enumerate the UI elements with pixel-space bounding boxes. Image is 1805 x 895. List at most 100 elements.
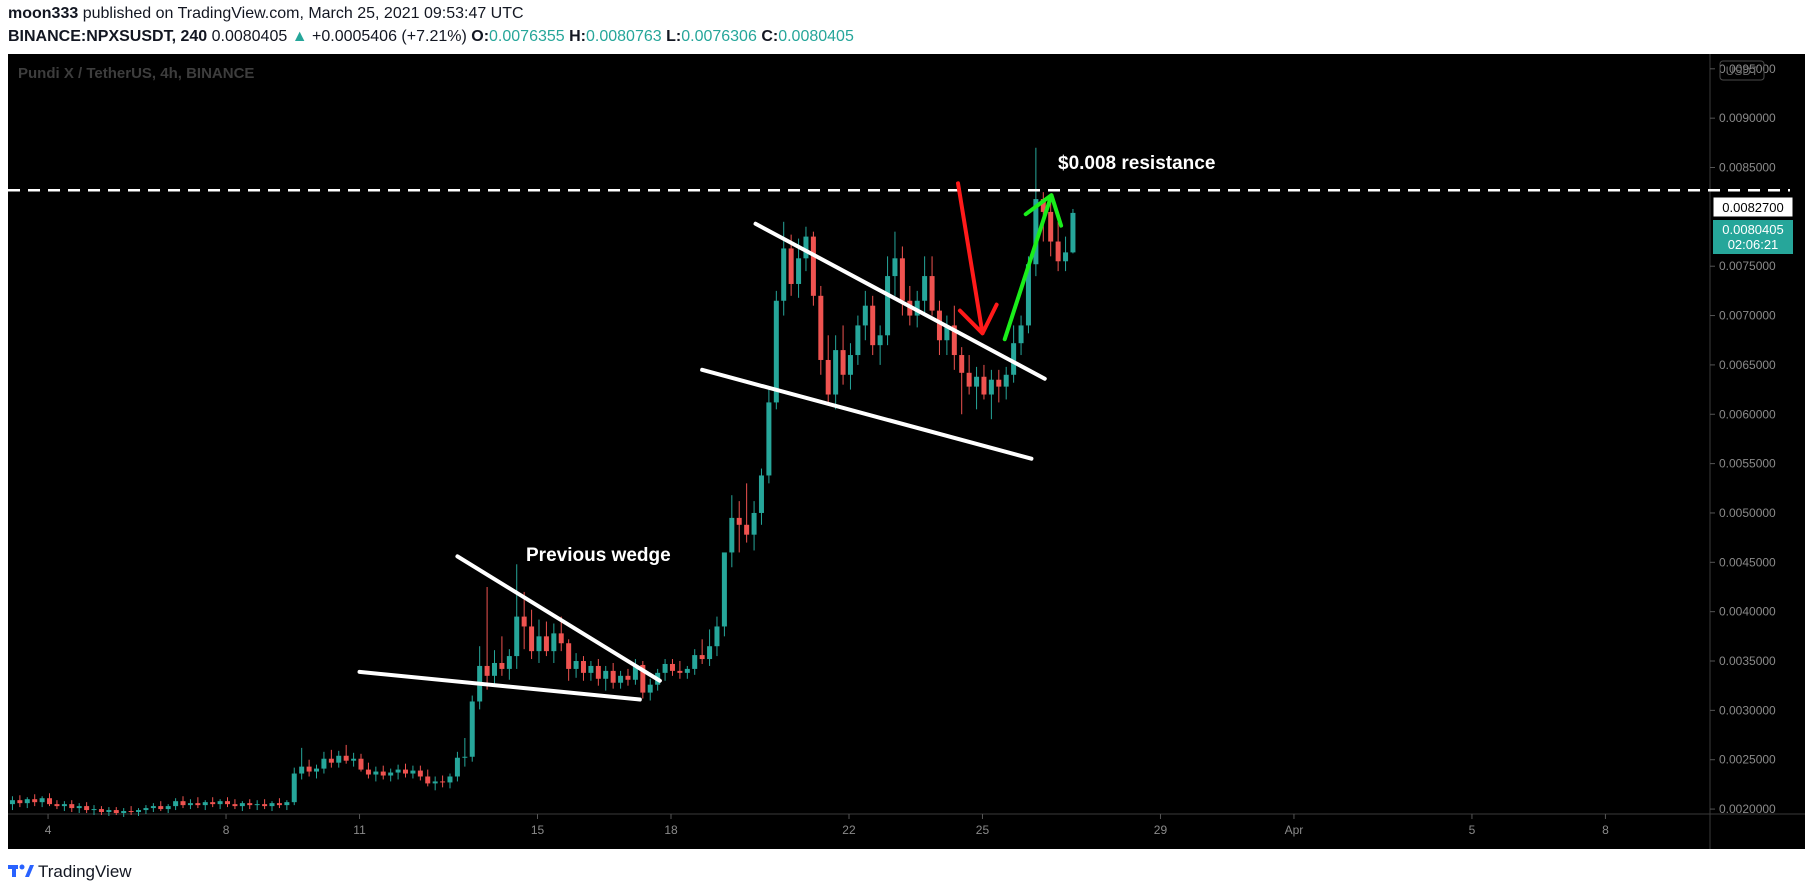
candle — [744, 483, 750, 543]
candle-body — [17, 800, 23, 804]
candle — [365, 762, 371, 779]
price-tick-label: 0.0035000 — [1719, 654, 1776, 668]
previous-wedge-annotation: Previous wedge — [526, 545, 671, 566]
candle — [39, 796, 45, 808]
candle-body — [521, 616, 527, 627]
candle-body — [647, 684, 653, 693]
candle-body — [121, 811, 127, 814]
candle — [262, 799, 268, 810]
candle — [862, 290, 868, 341]
candle-body — [707, 646, 713, 660]
candle-body — [432, 781, 438, 784]
candle-body — [143, 808, 149, 811]
previous-wedge-lower-line — [357, 669, 642, 702]
candle-body — [1048, 211, 1054, 242]
candle-body — [788, 248, 794, 284]
candle — [536, 619, 542, 663]
candle-body — [328, 758, 334, 763]
candle-body — [506, 656, 512, 669]
candle-body — [818, 295, 824, 360]
chart-frame[interactable]: 0.0095000 0.0090000 0.0085000 0.0075000 0.00… — [8, 54, 1805, 849]
candle-body — [447, 776, 453, 783]
candle-body — [803, 236, 809, 259]
candle — [388, 768, 394, 782]
candle-body — [862, 305, 868, 326]
candle-body — [677, 670, 683, 673]
candle — [929, 256, 935, 316]
candle — [143, 805, 149, 814]
candle-body — [136, 810, 142, 813]
candle — [529, 609, 535, 660]
candle — [1070, 208, 1076, 254]
price-axis[interactable]: 0.0095000 0.0090000 0.0085000 0.0075000 0.00… — [1710, 62, 1776, 816]
candle — [514, 564, 520, 669]
candle — [892, 231, 898, 296]
candle — [410, 765, 416, 779]
candle — [1055, 221, 1061, 272]
candle-body — [1011, 343, 1017, 375]
candle-body — [573, 661, 579, 669]
time-tick-label: 5 — [1469, 823, 1476, 837]
candle-body — [558, 633, 564, 644]
candlestick-chart[interactable]: 0.0095000 0.0090000 0.0085000 0.0075000 0.00… — [8, 54, 1805, 849]
candle — [996, 369, 1002, 403]
candle — [721, 552, 727, 637]
candle-body — [239, 803, 245, 807]
author-name[interactable]: moon333 — [8, 5, 79, 22]
candle — [566, 639, 572, 681]
candle-body — [32, 799, 38, 803]
candle — [291, 767, 297, 806]
candle — [269, 801, 275, 812]
currency-badge-frame[interactable] — [1719, 60, 1765, 81]
candle — [1063, 236, 1069, 272]
candle — [625, 668, 631, 686]
time-axis[interactable]: 4 8 11 15 18 22 25 29 Apr 5 8 — [45, 814, 1609, 837]
candle — [818, 285, 824, 375]
candle — [313, 764, 319, 779]
candle — [729, 495, 735, 568]
candle-body — [1025, 264, 1031, 326]
candle-body — [395, 769, 401, 773]
candle-body — [54, 804, 60, 807]
candle-body — [514, 616, 520, 657]
candle — [47, 793, 53, 807]
candle-body — [529, 626, 535, 652]
candle-body — [313, 768, 319, 772]
candle — [91, 805, 97, 815]
candle — [877, 325, 883, 365]
candle — [936, 300, 942, 356]
candle-body — [922, 276, 928, 301]
candle — [202, 800, 208, 811]
candle-body — [966, 372, 972, 387]
time-tick-label: 22 — [842, 823, 856, 837]
candle — [988, 369, 994, 420]
candle-body — [899, 258, 905, 301]
candle — [551, 623, 557, 663]
tradingview-footer[interactable]: TradingView — [8, 862, 132, 883]
candle — [610, 662, 616, 689]
candle-body — [195, 803, 201, 806]
time-tick-label: 15 — [531, 823, 545, 837]
candle-body — [847, 355, 853, 375]
candle-body — [128, 811, 134, 813]
candle — [61, 801, 67, 812]
candle-body — [150, 806, 156, 809]
close-value: 0.0080405 — [778, 28, 854, 45]
candle — [232, 799, 238, 810]
candle — [9, 796, 15, 811]
time-tick-label: 11 — [353, 823, 366, 837]
candle-body — [158, 806, 164, 810]
candle-body — [988, 379, 994, 395]
candle-body — [217, 801, 223, 805]
candle-body — [810, 236, 816, 296]
candle — [395, 764, 401, 780]
candle-body — [491, 662, 497, 676]
candle — [751, 501, 757, 551]
candle-body — [885, 276, 891, 336]
candle — [247, 799, 253, 810]
candle-body — [24, 799, 30, 804]
candle-body — [365, 769, 371, 775]
candle — [543, 621, 549, 657]
candle-body — [9, 800, 15, 805]
candle — [343, 744, 349, 764]
